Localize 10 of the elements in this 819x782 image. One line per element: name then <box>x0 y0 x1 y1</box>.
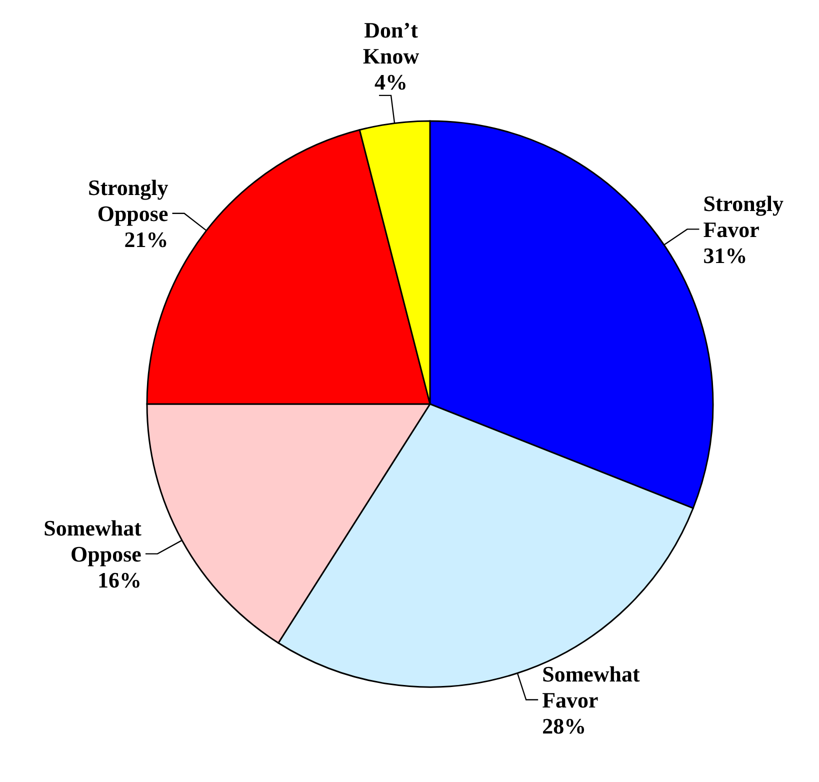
data-label: 31% <box>703 242 748 268</box>
data-label: 4% <box>374 69 408 94</box>
slice-label: Somewhat Oppose <box>44 516 142 567</box>
data-label: 28% <box>542 713 586 738</box>
slice-label: Don’t Know <box>362 17 420 68</box>
data-label: 21% <box>124 227 168 252</box>
slice-label: Strongly Favor <box>703 190 784 242</box>
slice-label: Somewhat Favor <box>542 661 641 712</box>
slice-label: Strongly Oppose <box>88 175 168 226</box>
data-label: 16% <box>97 568 142 593</box>
